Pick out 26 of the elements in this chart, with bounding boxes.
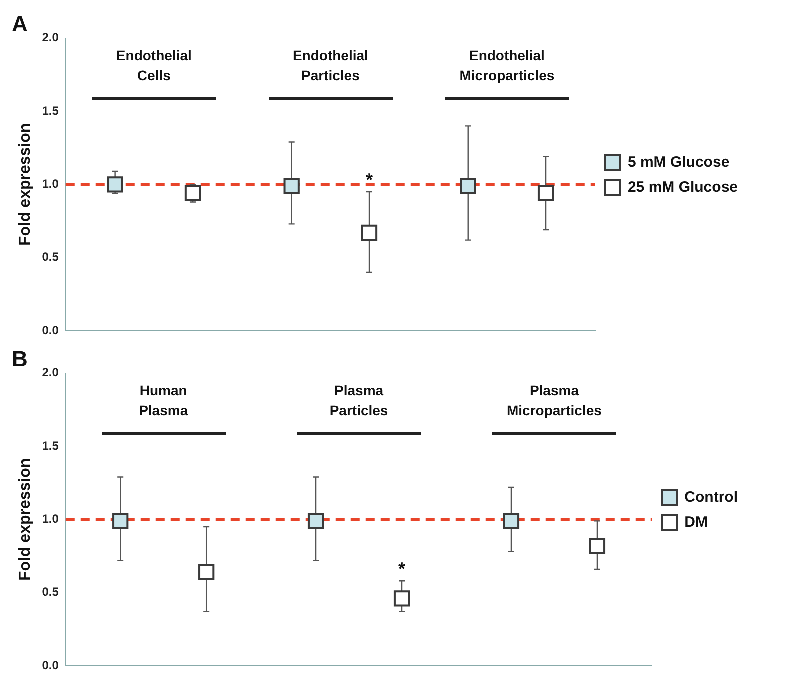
y-tick-label: 1.5 (42, 438, 60, 453)
x-tick-label: Plasma Microparticles (506, 382, 602, 418)
y-tick-label: 1.0 (42, 177, 60, 192)
y-tick-label: 2.0 (42, 366, 60, 380)
y-axis-title: Fold expression (17, 458, 34, 582)
chart-title: A (12, 11, 28, 36)
legend-label: DM (684, 514, 708, 532)
legend-label: 25 mM Glucose (628, 179, 738, 196)
x-tick-label: Endothelial Particles (292, 47, 368, 84)
x-tick-label: Endothelial Microparticles (460, 47, 555, 84)
y-tick-label: 0.0 (42, 658, 60, 672)
y-tick-label: 0.5 (42, 585, 60, 600)
y-tick-label: 0.5 (42, 250, 60, 264)
chart-title: B (12, 346, 28, 372)
y-tick-label: 2.0 (42, 30, 60, 45)
y-tick-label: 1.0 (42, 512, 60, 526)
y-axis-title: Fold expression (17, 123, 34, 246)
legend-label: Control (684, 489, 738, 506)
x-tick-label: Endothelial Cells (116, 47, 192, 84)
data-label: * (366, 170, 374, 190)
y-tick-label: 0.0 (42, 323, 60, 338)
x-tick-label: Plasma Particles (330, 382, 388, 418)
x-tick-label: Human Plasma (139, 382, 188, 418)
legend-label: 5 mM Glucose (628, 154, 730, 172)
data-label: * (398, 559, 406, 580)
y-tick-label: 1.5 (42, 104, 60, 118)
